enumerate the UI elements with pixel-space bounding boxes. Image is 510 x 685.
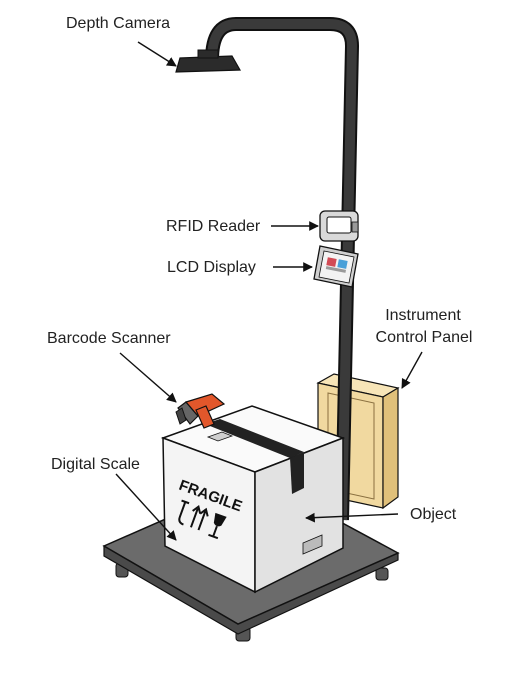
arrow-depth-camera: [137, 41, 177, 67]
label-instrument-panel-line2: Control Panel: [375, 329, 473, 346]
label-rfid-reader: RFID Reader: [166, 218, 261, 235]
box-top-label: [206, 431, 234, 442]
annotation-arrows: [115, 41, 423, 541]
label-object: Object: [410, 506, 457, 523]
label-depth-camera: Depth Camera: [66, 15, 171, 32]
arrow-object: [305, 512, 399, 523]
box-side-label: [302, 534, 323, 555]
box-tape: [290, 452, 304, 494]
label-barcode-scanner: Barcode Scanner: [47, 330, 171, 347]
label-lcd-display: LCD Display: [167, 259, 256, 276]
arrow-digital-scale: [115, 473, 177, 541]
box-side: [254, 436, 344, 594]
arrow-barcode-scanner: [119, 352, 177, 403]
label-digital-scale: Digital Scale: [51, 456, 140, 473]
cabinet-side: [382, 386, 399, 510]
fragile-box: FRAGILE: [160, 405, 346, 594]
depth-camera: [175, 49, 242, 73]
label-instrument-panel-line1: Instrument: [385, 307, 461, 324]
barcode-scanner: [175, 393, 226, 429]
arrow-instrument-panel: [401, 351, 423, 389]
box-tape: [205, 419, 304, 458]
rfid-reader: [319, 210, 359, 242]
handling-symbols: [178, 499, 227, 540]
lcd-display: [313, 245, 359, 288]
